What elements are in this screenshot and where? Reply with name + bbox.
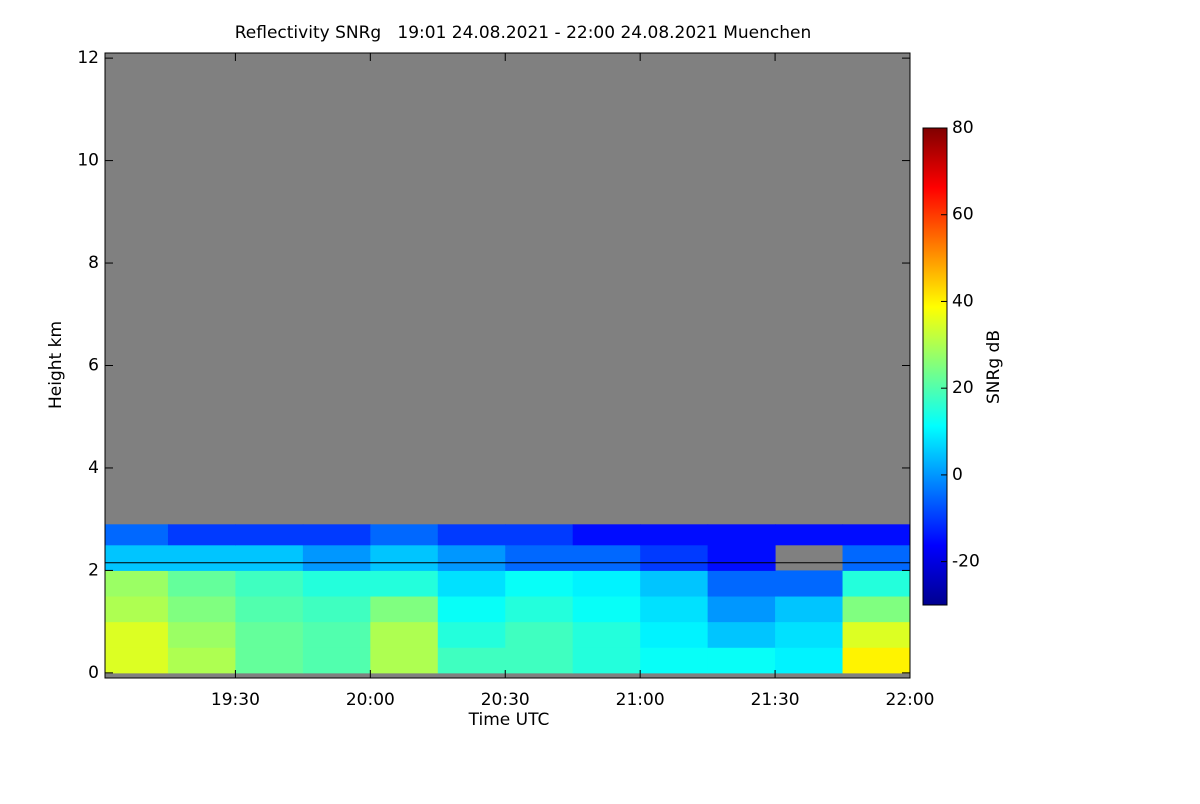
heatmap-cell [370, 544, 439, 571]
chart-title: Reflectivity SNRg 19:01 24.08.2021 - 22:… [235, 23, 811, 43]
heatmap-cell [302, 621, 371, 648]
heatmap-cell [640, 524, 709, 546]
heatmap-cell [707, 524, 776, 546]
heatmap-cell [842, 647, 911, 674]
x-tick-label: 21:30 [751, 690, 800, 710]
y-tick-label: 12 [77, 48, 99, 68]
heatmap-cell [302, 596, 371, 623]
y-tick-label: 0 [88, 663, 99, 683]
heatmap-cell [842, 544, 911, 571]
heatmap-cell [707, 647, 776, 674]
y-tick-label: 6 [88, 356, 99, 376]
heatmap-cell [775, 621, 844, 648]
heatmap-cell [707, 544, 776, 571]
heatmap-cell [105, 524, 169, 546]
heatmap-cell [842, 524, 911, 546]
heatmap-cell [167, 621, 236, 648]
heatmap-cell [105, 544, 169, 571]
heatmap-cell [437, 524, 506, 546]
heatmap-cell [842, 570, 911, 597]
heatmap-cell [167, 570, 236, 597]
heatmap-cell [775, 570, 844, 597]
heatmap-cell [505, 544, 574, 571]
colorbar-label: SNRg dB [984, 330, 1004, 404]
heatmap-cell [302, 524, 371, 546]
heatmap-cell [302, 647, 371, 674]
heatmap-cell [572, 596, 641, 623]
heatmap-cell [437, 544, 506, 571]
heatmap-cell [775, 647, 844, 674]
x-tick-label: 20:30 [481, 690, 530, 710]
heatmap-cell [167, 647, 236, 674]
colorbar-tick-label: -20 [952, 552, 980, 572]
colorbar-tick-label: 40 [952, 291, 974, 311]
heatmap-cell [105, 570, 169, 597]
y-tick-label: 2 [88, 560, 99, 580]
x-tick-label: 20:00 [346, 690, 395, 710]
heatmap-cell [437, 570, 506, 597]
colorbar-tick-label: 20 [952, 378, 974, 398]
heatmap-cell [505, 621, 574, 648]
heatmap-cell [302, 544, 371, 571]
heatmap-cell [572, 621, 641, 648]
heatmap-cell [370, 524, 439, 546]
x-tick-label: 22:00 [886, 690, 935, 710]
heatmap-cell [105, 596, 169, 623]
heatmap-cell [105, 621, 169, 648]
heatmap-cell [842, 621, 911, 648]
heatmap-cell [505, 647, 574, 674]
colorbar-tick-label: 80 [952, 118, 974, 138]
heatmap-cell [235, 621, 304, 648]
heatmap-cell [370, 647, 439, 674]
heatmap-cell [105, 647, 169, 674]
heatmap-cell [302, 570, 371, 597]
heatmap-cell [775, 596, 844, 623]
x-tick-label: 19:30 [211, 690, 260, 710]
heatmap-cell [370, 570, 439, 597]
heatmap-cell [572, 524, 641, 546]
colorbar-tick-label: 60 [952, 205, 974, 225]
colorbar-tick-label: 0 [952, 465, 963, 485]
y-axis-label: Height km [46, 321, 66, 409]
heatmap-cell [167, 524, 236, 546]
heatmap-cell [370, 596, 439, 623]
x-axis-label: Time UTC [468, 710, 550, 730]
heatmap-cell [505, 596, 574, 623]
heatmap-cell [235, 647, 304, 674]
colorbar [922, 127, 948, 606]
heatmap-cell [707, 570, 776, 597]
heatmap-cell [572, 647, 641, 674]
y-tick-label: 4 [88, 458, 99, 478]
heatmap-cell [235, 570, 304, 597]
y-tick-label: 8 [88, 253, 99, 273]
heatmap-cell [235, 524, 304, 546]
heatmap-cell [640, 647, 709, 674]
heatmap-cell [437, 596, 506, 623]
heatmap-cell [167, 596, 236, 623]
heatmap-cell [167, 544, 236, 571]
heatmap-cell [640, 621, 709, 648]
heatmap-cell [640, 544, 709, 571]
heatmap-cell [235, 596, 304, 623]
heatmap-cell [235, 544, 304, 571]
heatmap-cell [505, 524, 574, 546]
x-tick-label: 21:00 [616, 690, 665, 710]
y-tick-label: 10 [77, 151, 99, 171]
heatmap-cell [572, 544, 641, 571]
heatmap-cell [572, 570, 641, 597]
heatmap-cell [437, 621, 506, 648]
heatmap-cell [775, 524, 844, 546]
heatmap-cell [370, 621, 439, 648]
heatmap-cell [437, 647, 506, 674]
heatmap-cell [842, 596, 911, 623]
heatmap-cell [640, 570, 709, 597]
heatmap-cell [505, 570, 574, 597]
heatmap-cell [640, 596, 709, 623]
heatmap-cell [707, 621, 776, 648]
heatmap-cell [707, 596, 776, 623]
